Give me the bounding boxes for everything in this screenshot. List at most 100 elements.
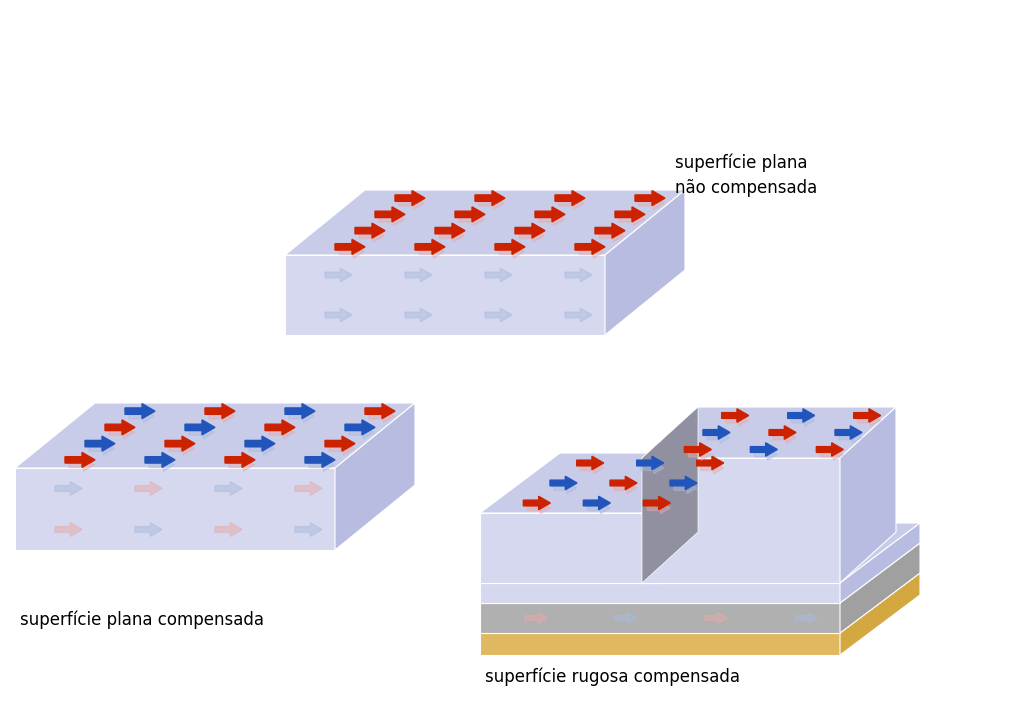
FancyArrow shape bbox=[69, 458, 94, 471]
FancyArrow shape bbox=[854, 409, 881, 422]
FancyArrow shape bbox=[674, 482, 697, 493]
Text: superfície plana
não compensada: superfície plana não compensada bbox=[675, 153, 817, 197]
Polygon shape bbox=[335, 403, 415, 550]
FancyArrow shape bbox=[305, 453, 335, 467]
FancyArrow shape bbox=[700, 462, 724, 474]
FancyArrow shape bbox=[555, 190, 585, 206]
FancyArrow shape bbox=[329, 442, 354, 455]
FancyArrow shape bbox=[345, 420, 375, 435]
FancyArrow shape bbox=[109, 426, 134, 439]
FancyArrow shape bbox=[65, 453, 95, 467]
FancyArrow shape bbox=[637, 456, 664, 470]
FancyArrow shape bbox=[726, 415, 749, 427]
FancyArrow shape bbox=[523, 496, 550, 510]
FancyArrow shape bbox=[439, 229, 465, 242]
Polygon shape bbox=[480, 543, 920, 603]
FancyArrow shape bbox=[249, 442, 274, 455]
FancyArrow shape bbox=[295, 482, 322, 495]
FancyArrow shape bbox=[670, 477, 697, 490]
FancyArrow shape bbox=[705, 613, 727, 624]
FancyArrow shape bbox=[527, 502, 550, 514]
FancyArrow shape bbox=[684, 443, 712, 456]
FancyArrow shape bbox=[575, 240, 605, 255]
FancyArrow shape bbox=[85, 436, 115, 451]
FancyArrow shape bbox=[189, 426, 214, 439]
Polygon shape bbox=[660, 453, 740, 583]
FancyArrow shape bbox=[795, 613, 817, 624]
FancyArrow shape bbox=[169, 442, 195, 455]
FancyArrow shape bbox=[209, 410, 234, 422]
FancyArrow shape bbox=[365, 404, 395, 419]
FancyArrow shape bbox=[245, 436, 275, 451]
FancyArrow shape bbox=[355, 223, 385, 238]
FancyArrow shape bbox=[614, 482, 637, 493]
FancyArrow shape bbox=[295, 522, 322, 537]
Polygon shape bbox=[840, 523, 920, 603]
FancyArrow shape bbox=[707, 431, 730, 443]
Polygon shape bbox=[605, 190, 685, 335]
Polygon shape bbox=[480, 513, 660, 583]
FancyArrow shape bbox=[225, 453, 255, 467]
FancyArrow shape bbox=[55, 522, 82, 537]
FancyArrow shape bbox=[406, 268, 432, 282]
FancyArrow shape bbox=[459, 213, 484, 226]
FancyArrow shape bbox=[495, 240, 525, 255]
FancyArrow shape bbox=[369, 410, 394, 422]
FancyArrow shape bbox=[335, 240, 365, 255]
FancyArrow shape bbox=[525, 613, 548, 624]
FancyArrow shape bbox=[265, 420, 295, 435]
FancyArrow shape bbox=[688, 449, 712, 460]
FancyArrow shape bbox=[406, 308, 432, 321]
FancyArrow shape bbox=[415, 240, 445, 255]
FancyArrow shape bbox=[755, 449, 777, 460]
FancyArrow shape bbox=[485, 308, 512, 321]
FancyArrow shape bbox=[455, 207, 485, 222]
Polygon shape bbox=[285, 255, 605, 335]
FancyArrow shape bbox=[610, 477, 637, 490]
FancyArrow shape bbox=[635, 190, 665, 206]
FancyArrow shape bbox=[125, 404, 155, 419]
Polygon shape bbox=[480, 603, 840, 633]
FancyArrow shape bbox=[55, 482, 82, 495]
FancyArrow shape bbox=[375, 207, 406, 222]
FancyArrow shape bbox=[639, 197, 665, 209]
Polygon shape bbox=[480, 583, 840, 603]
FancyArrow shape bbox=[641, 462, 664, 474]
FancyArrow shape bbox=[550, 477, 577, 490]
Polygon shape bbox=[840, 543, 920, 633]
FancyArrow shape bbox=[615, 613, 638, 624]
FancyArrow shape bbox=[435, 223, 465, 238]
Polygon shape bbox=[642, 458, 840, 583]
FancyArrow shape bbox=[379, 213, 404, 226]
FancyArrow shape bbox=[751, 443, 777, 456]
FancyArrow shape bbox=[165, 436, 195, 451]
FancyArrow shape bbox=[769, 426, 796, 439]
FancyArrow shape bbox=[349, 426, 375, 439]
FancyArrow shape bbox=[643, 496, 671, 510]
FancyArrow shape bbox=[773, 431, 796, 443]
FancyArrow shape bbox=[325, 268, 352, 282]
FancyArrow shape bbox=[289, 410, 314, 422]
FancyArrow shape bbox=[519, 229, 545, 242]
FancyArrow shape bbox=[105, 420, 135, 435]
FancyArrow shape bbox=[135, 522, 162, 537]
Polygon shape bbox=[642, 407, 896, 458]
FancyArrow shape bbox=[554, 482, 577, 493]
FancyArrow shape bbox=[419, 245, 444, 258]
Polygon shape bbox=[642, 407, 698, 583]
FancyArrow shape bbox=[559, 197, 585, 209]
FancyArrow shape bbox=[565, 308, 592, 321]
FancyArrow shape bbox=[325, 436, 355, 451]
Polygon shape bbox=[480, 573, 920, 633]
FancyArrow shape bbox=[839, 431, 862, 443]
FancyArrow shape bbox=[395, 190, 425, 206]
FancyArrow shape bbox=[579, 245, 604, 258]
FancyArrow shape bbox=[285, 404, 315, 419]
FancyArrow shape bbox=[722, 409, 749, 422]
Polygon shape bbox=[480, 453, 740, 513]
FancyArrow shape bbox=[129, 410, 155, 422]
FancyArrow shape bbox=[858, 415, 881, 427]
FancyArrow shape bbox=[539, 213, 564, 226]
FancyArrow shape bbox=[499, 245, 524, 258]
FancyArrow shape bbox=[150, 458, 174, 471]
